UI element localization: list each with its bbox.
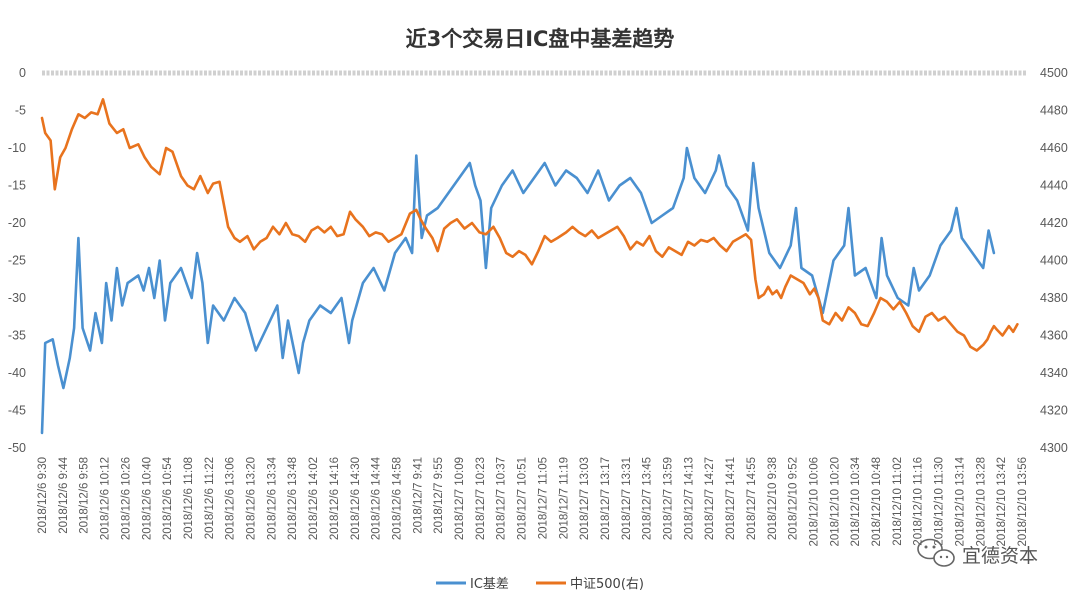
wechat-icon xyxy=(917,538,955,567)
x-tick-label: 2018/12/10 13:28 xyxy=(975,457,987,547)
watermark: 宜德资本 xyxy=(917,538,1038,567)
x-tick-label: 2018/12/6 10:40 xyxy=(141,457,153,540)
x-tick-label: 2018/12/10 9:38 xyxy=(767,457,779,540)
x-tick-label: 2018/12/6 9:44 xyxy=(58,456,70,533)
x-tick-label: 2018/12/7 13:31 xyxy=(621,457,633,540)
x-tick-label: 2018/12/6 10:12 xyxy=(100,457,112,540)
x-tick-label: 2018/12/10 11:30 xyxy=(934,457,946,546)
x-tick-label: 2018/12/6 10:54 xyxy=(162,456,174,540)
y-right-tick-label: 4440 xyxy=(1040,179,1068,193)
y-left-tick-label: -30 xyxy=(8,291,26,305)
y-axis-right: 4500 4480 4460 4440 4420 4400 4380 4360 4340 4320… xyxy=(1040,66,1068,455)
series-lines xyxy=(40,98,1019,435)
x-tick-label: 2018/12/6 14:30 xyxy=(350,457,362,540)
x-tick-label: 2018/12/10 11:16 xyxy=(913,457,925,546)
y-right-tick-label: 4460 xyxy=(1040,141,1068,155)
y-right-tick-label: 4340 xyxy=(1040,366,1068,380)
x-tick-label: 2018/12/6 9:58 xyxy=(79,457,91,534)
y-right-tick-label: 4380 xyxy=(1040,291,1068,305)
x-tick-label: 2018/12/6 14:44 xyxy=(371,456,383,540)
y-right-tick-label: 4360 xyxy=(1040,329,1068,343)
x-tick-label: 2018/12/10 13:42 xyxy=(996,457,1008,547)
x-tick-label: 2018/12/7 10:09 xyxy=(454,457,466,540)
y-right-tick-label: 4300 xyxy=(1040,441,1068,455)
x-tick-label: 2018/12/7 10:51 xyxy=(517,457,529,540)
legend: IC基差 中证500(右) xyxy=(436,577,644,592)
y-left-tick-label: -5 xyxy=(15,104,26,118)
y-left-tick-label: -20 xyxy=(8,216,26,230)
x-tick-label: 2018/12/7 11:19 xyxy=(558,457,570,539)
x-tick-label: 2018/12/7 13:59 xyxy=(663,457,675,540)
x-tick-label: 2018/12/10 10:20 xyxy=(829,457,841,547)
legend-label-ic-basis: IC基差 xyxy=(470,577,509,592)
x-tick-label: 2018/12/7 13:03 xyxy=(579,457,591,540)
y-right-tick-label: 4500 xyxy=(1040,66,1068,80)
x-axis: 2018/12/6 9:30 2018/12/6 9:44 2018/12/6 9:… xyxy=(37,456,1029,546)
y-left-tick-label: -50 xyxy=(8,441,26,455)
chart-title: 近3个交易日IC盘中基差趋势 xyxy=(406,27,675,51)
x-tick-label: 2018/12/6 13:34 xyxy=(266,456,278,540)
y-left-tick-label: -10 xyxy=(8,141,26,155)
y-left-tick-label: -15 xyxy=(8,179,26,193)
x-tick-label: 2018/12/7 9:55 xyxy=(433,457,445,534)
x-tick-label: 2018/12/10 11:02 xyxy=(892,457,904,546)
x-tick-label: 2018/12/10 10:06 xyxy=(809,457,821,547)
y-left-tick-label: -35 xyxy=(8,329,26,343)
x-tick-label: 2018/12/7 11:05 xyxy=(537,457,549,539)
x-tick-label: 2018/12/6 14:58 xyxy=(392,457,404,540)
legend-label-csi500: 中证500(右) xyxy=(570,577,644,592)
x-tick-label: 2018/12/6 10:26 xyxy=(120,457,132,540)
x-tick-label: 2018/12/6 14:16 xyxy=(329,457,341,540)
x-tick-label: 2018/12/6 11:08 xyxy=(183,457,195,539)
x-tick-label: 2018/12/6 14:02 xyxy=(308,457,320,540)
y-left-tick-label: 0 xyxy=(19,66,26,80)
x-tick-label: 2018/12/10 9:52 xyxy=(788,457,800,540)
series-line-ic-basis xyxy=(40,146,996,435)
y-right-tick-label: 4400 xyxy=(1040,254,1068,268)
y-right-tick-label: 4320 xyxy=(1040,404,1068,418)
watermark-brand: 宜德资本 xyxy=(962,545,1038,567)
x-tick-label: 2018/12/7 14:41 xyxy=(725,457,737,540)
y-axis-left: 0 -5 -10 -15 -20 -25 -30 -35 -40 -45 -50 xyxy=(8,66,26,455)
y-left-tick-label: -40 xyxy=(8,366,26,380)
x-tick-label: 2018/12/6 13:06 xyxy=(225,457,237,540)
x-tick-label: 2018/12/7 14:55 xyxy=(746,457,758,540)
x-tick-label: 2018/12/10 10:48 xyxy=(871,457,883,547)
x-tick-label: 2018/12/6 9:30 xyxy=(37,457,49,534)
x-tick-label: 2018/12/6 13:20 xyxy=(246,457,258,540)
x-tick-label: 2018/12/7 10:37 xyxy=(496,457,508,540)
x-tick-label: 2018/12/10 13:56 xyxy=(1017,457,1029,547)
x-tick-label: 2018/12/7 14:13 xyxy=(683,457,695,540)
x-tick-label: 2018/12/7 13:45 xyxy=(642,457,654,540)
x-tick-label: 2018/12/10 10:34 xyxy=(850,456,862,546)
y-left-tick-label: -25 xyxy=(8,254,26,268)
series-line-csi500 xyxy=(40,98,1019,352)
x-tick-label: 2018/12/7 10:23 xyxy=(475,457,487,540)
y-left-tick-label: -45 xyxy=(8,404,26,418)
y-right-tick-label: 4420 xyxy=(1040,216,1068,230)
x-tick-label: 2018/12/10 13:14 xyxy=(954,456,966,546)
x-tick-label: 2018/12/7 14:27 xyxy=(704,457,716,540)
x-tick-label: 2018/12/6 11:22 xyxy=(204,457,216,539)
x-tick-label: 2018/12/7 9:41 xyxy=(412,457,424,534)
x-tick-label: 2018/12/7 13:17 xyxy=(600,457,612,540)
y-right-tick-label: 4480 xyxy=(1040,104,1068,118)
x-tick-label: 2018/12/6 13:48 xyxy=(287,457,299,540)
